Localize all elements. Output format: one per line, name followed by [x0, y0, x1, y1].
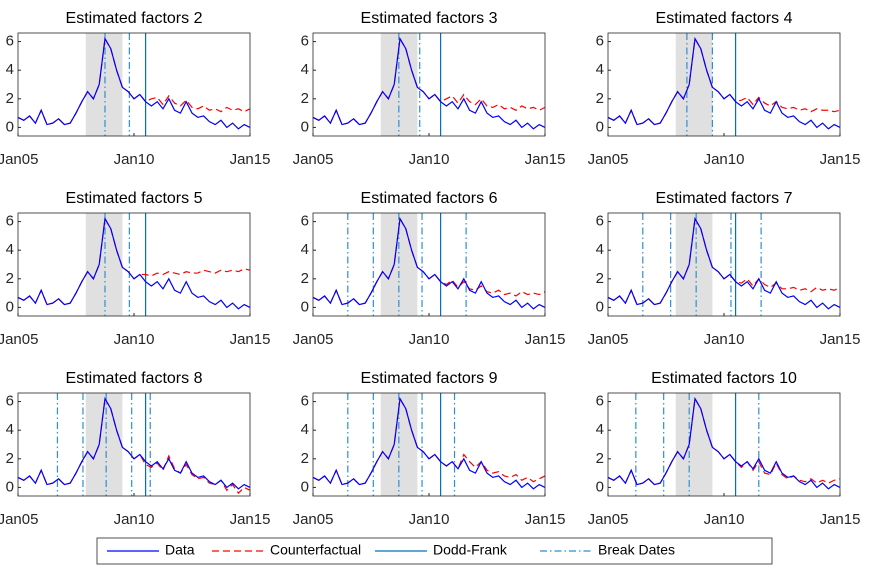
- y-tick-label: 6: [596, 393, 604, 410]
- plot-area: [313, 33, 545, 136]
- panel-title: Estimated factors 10: [651, 370, 797, 387]
- plot-area: [313, 393, 545, 496]
- data-line: [607, 396, 841, 490]
- y-tick-label: 2: [6, 90, 14, 107]
- legend-label: Counterfactual: [270, 542, 361, 558]
- y-tick-label: 6: [301, 33, 309, 50]
- y-tick-label: 4: [301, 241, 309, 258]
- legend-label: Dodd-Frank: [433, 542, 508, 558]
- data-line: [607, 216, 841, 310]
- x-tick-label: Jan05: [0, 511, 38, 528]
- y-tick-label: 0: [6, 478, 14, 495]
- x-tick-label: Jan10: [704, 151, 745, 168]
- y-tick-label: 0: [6, 118, 14, 135]
- panel-title: Estimated factors 9: [361, 370, 498, 387]
- y-tick-label: 6: [6, 33, 14, 50]
- plot-area: [313, 213, 545, 316]
- y-tick-label: 0: [301, 118, 309, 135]
- y-tick-label: 6: [596, 33, 604, 50]
- x-tick-label: Jan10: [114, 151, 155, 168]
- y-tick-label: 0: [6, 298, 14, 315]
- y-tick-label: 4: [596, 241, 604, 258]
- legend-label: Break Dates: [598, 542, 675, 558]
- panel-title: Estimated factors 4: [656, 10, 793, 27]
- y-tick-label: 2: [301, 450, 309, 467]
- x-tick-label: Jan15: [230, 151, 271, 168]
- x-tick-label: Jan10: [114, 331, 155, 348]
- x-tick-label: Jan10: [409, 331, 450, 348]
- y-tick-label: 2: [6, 450, 14, 467]
- data-line: [312, 216, 546, 310]
- x-tick-label: Jan05: [588, 511, 629, 528]
- legend-box: [96, 537, 773, 565]
- y-tick-label: 2: [596, 450, 604, 467]
- data-line: [17, 396, 251, 490]
- panel-title: Estimated factors 3: [361, 10, 498, 27]
- data-line: [312, 396, 546, 490]
- x-tick-label: Jan10: [409, 511, 450, 528]
- y-tick-label: 0: [301, 298, 309, 315]
- plot-area: [18, 213, 250, 316]
- plot-area: [18, 393, 250, 496]
- plot-area: [608, 393, 840, 496]
- y-tick-label: 2: [301, 90, 309, 107]
- y-tick-label: 0: [301, 478, 309, 495]
- x-tick-label: Jan15: [525, 151, 566, 168]
- x-tick-label: Jan15: [820, 511, 861, 528]
- data-line: [17, 216, 251, 310]
- x-tick-label: Jan05: [0, 151, 38, 168]
- x-tick-label: Jan10: [704, 511, 745, 528]
- x-tick-label: Jan15: [820, 331, 861, 348]
- y-tick-label: 4: [596, 421, 604, 438]
- y-tick-label: 4: [596, 61, 604, 78]
- y-tick-label: 6: [596, 213, 604, 230]
- y-tick-label: 2: [596, 270, 604, 287]
- y-tick-label: 0: [596, 478, 604, 495]
- data-line: [607, 36, 841, 130]
- x-tick-label: Jan15: [820, 151, 861, 168]
- y-tick-label: 4: [301, 421, 309, 438]
- panel-title: Estimated factors 8: [66, 370, 203, 387]
- panel-title: Estimated factors 2: [66, 10, 203, 27]
- x-tick-label: Jan15: [525, 511, 566, 528]
- y-tick-label: 2: [301, 270, 309, 287]
- x-tick-label: Jan05: [588, 331, 629, 348]
- x-tick-label: Jan05: [0, 331, 38, 348]
- y-tick-label: 0: [596, 118, 604, 135]
- x-tick-label: Jan05: [588, 151, 629, 168]
- y-tick-label: 4: [6, 241, 14, 258]
- x-tick-label: Jan05: [293, 331, 334, 348]
- x-tick-label: Jan10: [114, 511, 155, 528]
- y-tick-label: 6: [6, 393, 14, 410]
- x-tick-label: Jan05: [293, 151, 334, 168]
- y-tick-label: 2: [6, 270, 14, 287]
- x-tick-label: Jan05: [293, 511, 334, 528]
- x-tick-label: Jan15: [230, 331, 271, 348]
- panel-title: Estimated factors 5: [66, 190, 203, 207]
- x-tick-label: Jan10: [409, 151, 450, 168]
- data-line: [17, 36, 251, 130]
- plot-area: [18, 33, 250, 136]
- y-tick-label: 4: [6, 61, 14, 78]
- x-tick-label: Jan15: [230, 511, 271, 528]
- y-tick-label: 4: [6, 421, 14, 438]
- y-tick-label: 4: [301, 61, 309, 78]
- y-tick-label: 6: [301, 213, 309, 230]
- data-line: [312, 36, 546, 130]
- plot-area: [608, 213, 840, 316]
- y-tick-label: 0: [596, 298, 604, 315]
- y-tick-label: 6: [6, 213, 14, 230]
- y-tick-label: 6: [301, 393, 309, 410]
- panel-title: Estimated factors 6: [361, 190, 498, 207]
- panel-title: Estimated factors 7: [656, 190, 793, 207]
- y-tick-label: 2: [596, 90, 604, 107]
- legend-label: Data: [165, 542, 195, 558]
- plot-area: [608, 33, 840, 136]
- x-tick-label: Jan10: [704, 331, 745, 348]
- x-tick-label: Jan15: [525, 331, 566, 348]
